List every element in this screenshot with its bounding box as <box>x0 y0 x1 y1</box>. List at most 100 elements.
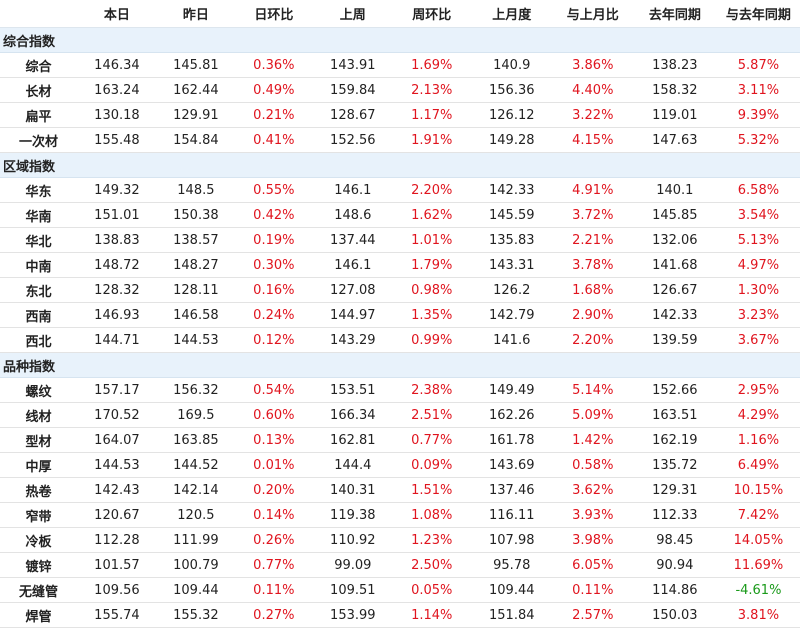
row-label: 螺纹 <box>0 377 77 403</box>
change-cell: 0.98% <box>392 277 471 303</box>
value-cell: 135.72 <box>632 452 717 478</box>
value-cell: 129.91 <box>156 102 235 128</box>
change-cell: 6.05% <box>552 552 633 578</box>
change-cell: 5.14% <box>552 377 633 403</box>
row-label: 窄带 <box>0 502 77 528</box>
change-cell: 1.42% <box>552 427 633 453</box>
change-cell: 1.62% <box>392 202 471 228</box>
change-cell: 1.79% <box>392 252 471 278</box>
data-row: 华东 149.32 148.5 0.55% 146.1 2.20% 142.33 4.91% 1… <box>0 177 800 203</box>
value-cell: 101.57 <box>76 552 157 578</box>
data-row: 窄带 120.67 120.5 0.14% 119.38 1.08% 116.11 3.93%… <box>0 502 800 528</box>
change-cell: 3.11% <box>716 77 800 103</box>
column-header: 与去年同期 <box>716 0 800 28</box>
change-cell: 3.54% <box>716 202 800 228</box>
change-cell: 7.42% <box>716 502 800 528</box>
value-cell: 139.59 <box>632 327 717 353</box>
change-cell: 4.40% <box>552 77 633 103</box>
value-cell: 163.51 <box>632 402 717 428</box>
value-cell: 152.66 <box>632 377 717 403</box>
value-cell: 138.23 <box>632 52 717 78</box>
column-header: 周环比 <box>392 0 471 28</box>
change-cell: 6.49% <box>716 452 800 478</box>
value-cell: 128.67 <box>312 102 393 128</box>
column-header: 日环比 <box>234 0 313 28</box>
value-cell: 142.33 <box>632 302 717 328</box>
value-cell: 127.08 <box>312 277 393 303</box>
value-cell: 141.68 <box>632 252 717 278</box>
data-row: 东北 128.32 128.11 0.16% 127.08 0.98% 126.2 1.68%… <box>0 277 800 303</box>
data-row: 一次材 155.48 154.84 0.41% 152.56 1.91% 149.28 4.1… <box>0 127 800 153</box>
row-label: 西南 <box>0 302 77 328</box>
change-cell: 1.23% <box>392 527 471 553</box>
column-header: 昨日 <box>156 0 235 28</box>
data-row: 中厚 144.53 144.52 0.01% 144.4 0.09% 143.69 0.58%… <box>0 452 800 478</box>
change-cell: 1.69% <box>392 52 471 78</box>
value-cell: 137.44 <box>312 227 393 253</box>
change-cell: 0.14% <box>234 502 313 528</box>
change-cell: 6.58% <box>716 177 800 203</box>
change-cell: 11.69% <box>716 552 800 578</box>
value-cell: 145.81 <box>156 52 235 78</box>
value-cell: 151.84 <box>470 602 553 628</box>
change-cell: 0.21% <box>234 102 313 128</box>
value-cell: 100.79 <box>156 552 235 578</box>
value-cell: 149.49 <box>470 377 553 403</box>
value-cell: 143.29 <box>312 327 393 353</box>
value-cell: 147.63 <box>632 127 717 153</box>
value-cell: 98.45 <box>632 527 717 553</box>
change-cell: 4.15% <box>552 127 633 153</box>
row-label: 综合 <box>0 52 77 78</box>
value-cell: 148.27 <box>156 252 235 278</box>
value-cell: 149.28 <box>470 127 553 153</box>
value-cell: 145.59 <box>470 202 553 228</box>
change-cell: -4.61% <box>716 577 800 603</box>
data-row: 冷板 112.28 111.99 0.26% 110.92 1.23% 107.98 3.98… <box>0 527 800 553</box>
change-cell: 0.42% <box>234 202 313 228</box>
change-cell: 2.90% <box>552 302 633 328</box>
value-cell: 109.56 <box>76 577 157 603</box>
change-cell: 0.58% <box>552 452 633 478</box>
value-cell: 140.31 <box>312 477 393 503</box>
value-cell: 110.92 <box>312 527 393 553</box>
data-row: 华南 151.01 150.38 0.42% 148.6 1.62% 145.59 3.72%… <box>0 202 800 228</box>
value-cell: 155.74 <box>76 602 157 628</box>
change-cell: 10.15% <box>716 477 800 503</box>
value-cell: 146.58 <box>156 302 235 328</box>
column-header <box>0 0 77 28</box>
change-cell: 2.57% <box>552 602 633 628</box>
row-label: 华东 <box>0 177 77 203</box>
change-cell: 1.51% <box>392 477 471 503</box>
value-cell: 170.52 <box>76 402 157 428</box>
value-cell: 142.14 <box>156 477 235 503</box>
change-cell: 0.77% <box>234 552 313 578</box>
change-cell: 0.11% <box>234 577 313 603</box>
value-cell: 146.1 <box>312 177 393 203</box>
header-row: 本日 昨日 日环比 上周 周环比 上月度 与上月比 去年同期 与去年同期 <box>0 0 800 28</box>
row-label: 镀锌 <box>0 552 77 578</box>
data-row: 扁平 130.18 129.91 0.21% 128.67 1.17% 126.12 3.22… <box>0 102 800 128</box>
value-cell: 112.28 <box>76 527 157 553</box>
value-cell: 153.51 <box>312 377 393 403</box>
change-cell: 9.39% <box>716 102 800 128</box>
change-cell: 0.41% <box>234 127 313 153</box>
change-cell: 0.55% <box>234 177 313 203</box>
row-label: 型材 <box>0 427 77 453</box>
change-cell: 1.30% <box>716 277 800 303</box>
value-cell: 162.44 <box>156 77 235 103</box>
row-label: 东北 <box>0 277 77 303</box>
value-cell: 109.51 <box>312 577 393 603</box>
value-cell: 154.84 <box>156 127 235 153</box>
value-cell: 150.03 <box>632 602 717 628</box>
row-label: 热卷 <box>0 477 77 503</box>
value-cell: 126.67 <box>632 277 717 303</box>
change-cell: 2.20% <box>552 327 633 353</box>
value-cell: 119.01 <box>632 102 717 128</box>
value-cell: 107.98 <box>470 527 553 553</box>
change-cell: 2.38% <box>392 377 471 403</box>
value-cell: 156.32 <box>156 377 235 403</box>
change-cell: 2.21% <box>552 227 633 253</box>
value-cell: 138.83 <box>76 227 157 253</box>
change-cell: 3.62% <box>552 477 633 503</box>
